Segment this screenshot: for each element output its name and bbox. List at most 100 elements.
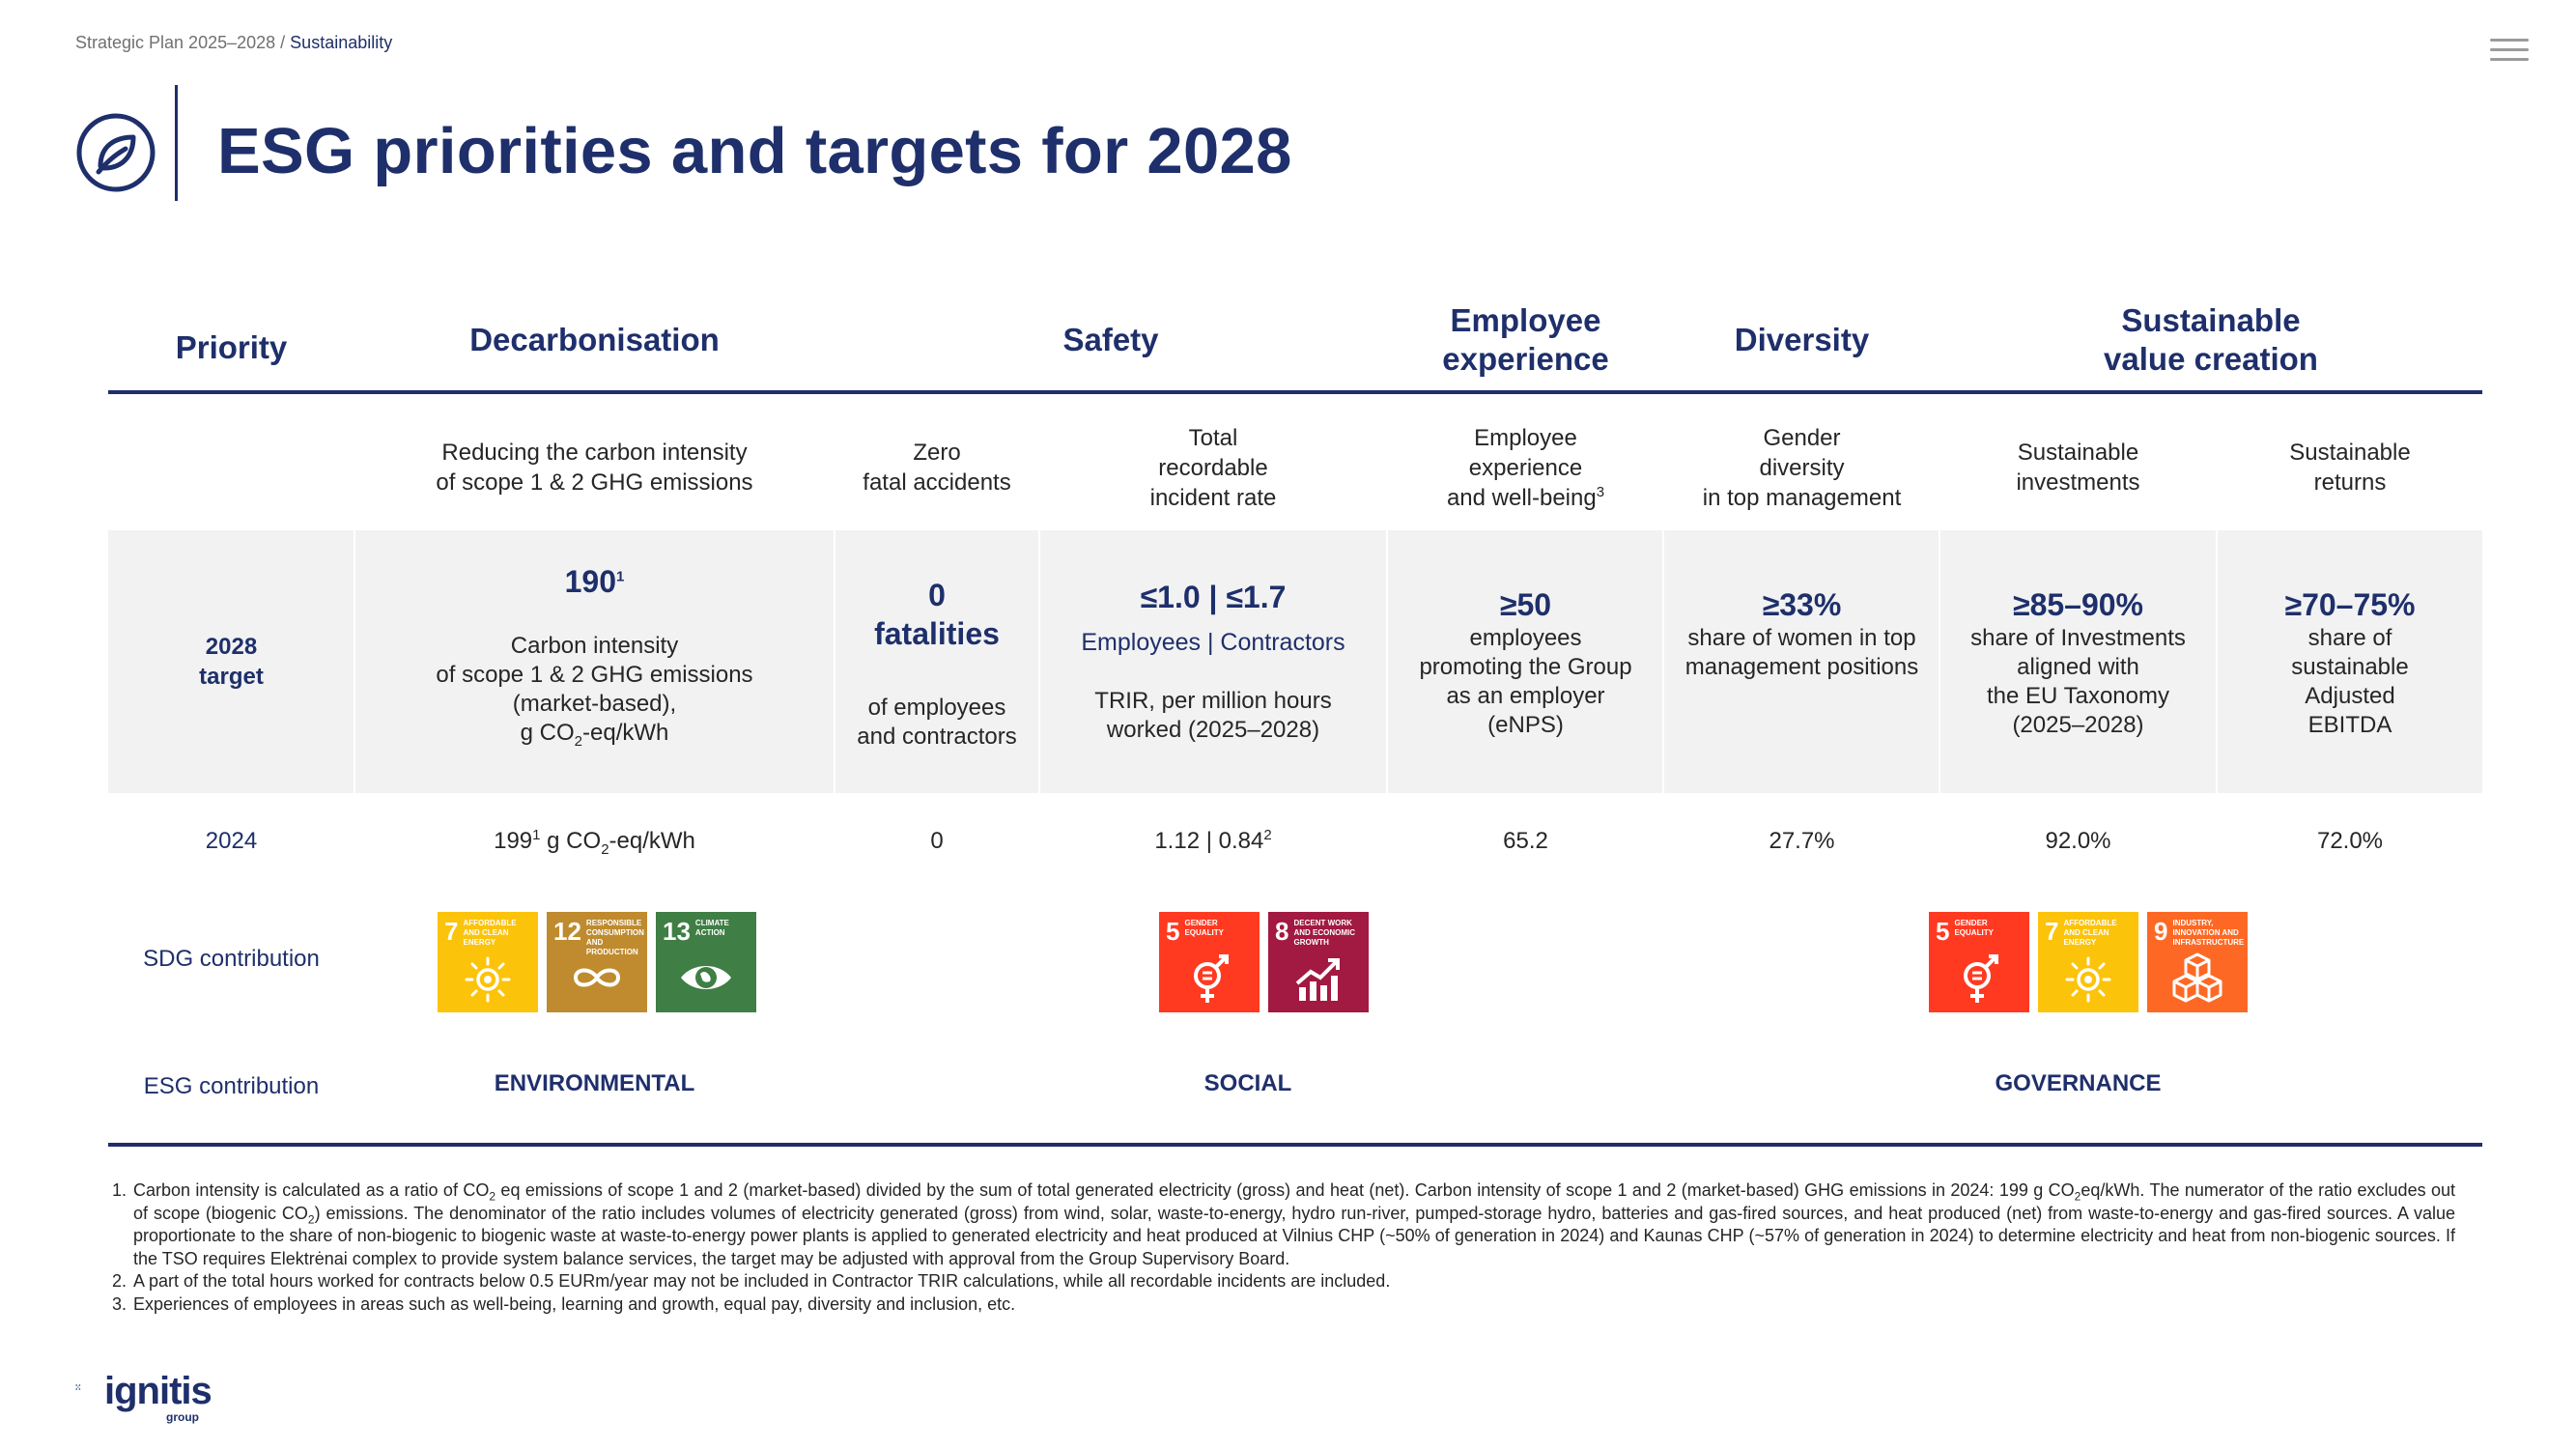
subheader-line: in top management: [1702, 484, 1902, 511]
sdg-number: 7: [444, 917, 459, 946]
esg-governance: GOVERNANCE: [1995, 1070, 2162, 1096]
target-trir: ≤1.0 | ≤1.7 Employees | Contractors TRIR…: [1040, 578, 1386, 745]
header-sustainable-line2: value creation: [2104, 341, 2318, 377]
actual-row-label: 2024: [205, 827, 258, 854]
subheader-zero-fatal: Zero fatal accidents: [835, 415, 1038, 520]
subheader-line: experience: [1468, 454, 1583, 481]
target-row-label-line: target: [199, 664, 264, 690]
target-label-line: g CO2-eq/kWh: [355, 719, 834, 750]
subheader-line: Reducing the carbon intensity: [441, 440, 748, 466]
target-label-line: share of: [2307, 625, 2392, 651]
subheader-gender-diversity: Gender diversity in top management: [1664, 415, 1939, 520]
gender-icon: [1964, 954, 1998, 1003]
actual-enps: 65.2: [1503, 827, 1548, 854]
subheader-employee-wellbeing: Employee experience and well-being3: [1388, 415, 1663, 520]
sun-icon: [465, 956, 511, 1003]
infinity-icon: [573, 968, 621, 987]
target-label-line: EBITDA: [2307, 712, 2392, 738]
target-row-label-line: 2028: [205, 634, 258, 660]
sdg-tile-9: 9 Industry, innovation and infrastructure: [2147, 912, 2248, 1012]
cubes-icon: [2172, 952, 2222, 1003]
gender-icon: [1194, 954, 1229, 1003]
subheader-trir: Total recordable incident rate: [1040, 415, 1386, 520]
subheader-sustainable-returns: Sustainable returns: [2218, 415, 2482, 520]
sdg-label: Gender equality: [1954, 919, 1994, 937]
esg-row-label: ESG contribution: [143, 1073, 320, 1099]
header-diversity: Diversity: [1734, 322, 1870, 357]
sdg-number: 8: [1275, 917, 1289, 946]
target-label-line: worked (2025–2028): [1106, 717, 1320, 743]
footnote-text: ) emissions. The denominator of the rati…: [133, 1203, 2455, 1268]
sdg-label: Affordable and clean energy: [2063, 919, 2117, 947]
subheader-line: investments: [2016, 469, 2140, 496]
footnote-ref-2: 2: [1263, 826, 1272, 843]
bottom-rule: [108, 1143, 2482, 1147]
target-value-line: fatalities: [874, 616, 1000, 651]
target-unit-text: -eq/kWh: [582, 720, 669, 746]
target-women-share: ≥33% share of women in top management po…: [1664, 585, 1939, 682]
breadcrumb-current[interactable]: Sustainability: [290, 33, 393, 52]
target-value: ≥50: [1499, 587, 1552, 622]
target-label-line: (eNPS): [1487, 712, 1564, 738]
footnote-sub: 2: [489, 1189, 496, 1204]
target-label-line: as an employer: [1446, 683, 1605, 709]
footnote-text: Experiences of employees in areas such a…: [133, 1293, 1016, 1314]
subheader-carbon-intensity: Reducing the carbon intensity of scope 1…: [355, 415, 834, 520]
esg-environmental: ENVIRONMENTAL: [494, 1070, 695, 1096]
page-title: ESG priorities and targets for 2028: [217, 115, 1292, 187]
sdg-number: 5: [1936, 917, 1950, 946]
target-label-line: Adjusted: [2305, 683, 2395, 709]
target-label-line: (2025–2028): [2012, 712, 2144, 738]
breadcrumb-path[interactable]: Strategic Plan 2025–2028 /: [75, 33, 291, 52]
target-label-line: sustainable: [2291, 654, 2409, 680]
footnote-number: 1.: [112, 1180, 127, 1200]
target-taxonomy-share: ≥85–90% share of Investments aligned wit…: [1940, 585, 2216, 740]
sdg-label: Industry, innovation and infrastructure: [2172, 919, 2245, 947]
sdg-tile-8: 8 Decent work and economic growth: [1268, 912, 1369, 1012]
target-band-priority: [108, 530, 354, 793]
target-label-line: and contractors: [857, 724, 1017, 750]
sdg-tile-5: 5 Gender equality: [1929, 912, 2029, 1012]
subheader-line: fatal accidents: [863, 469, 1011, 496]
footnote-sub: 2: [307, 1212, 315, 1227]
subheader-line: and well-being3: [1447, 483, 1604, 513]
sdg-number: 7: [2045, 917, 2059, 946]
target-band-c1: [355, 530, 834, 793]
subheader-text: and well-being: [1446, 484, 1597, 511]
actual-value: 1991 g CO2-eq/kWh: [494, 826, 695, 857]
growth-chart-icon: [1295, 958, 1340, 1001]
footnote-3: 3. Experiences of employees in areas such…: [108, 1293, 2455, 1317]
footnote-sub: 2: [2074, 1189, 2081, 1204]
target-band-c6: [1940, 530, 2216, 793]
actual-unit-text: -eq/kWh: [609, 827, 695, 854]
sdg-tile-13: 13 Climate action: [656, 912, 756, 1012]
logo-wordmark: ignitis: [104, 1370, 212, 1412]
target-value: ≤1.0 | ≤1.7: [1140, 580, 1287, 614]
actual-women-share: 27.7%: [1769, 827, 1835, 854]
footnote-text: eq/kWh. The numerator of the ratio exclu…: [133, 1180, 2455, 1223]
leaf-icon: [76, 113, 156, 192]
footnote-text: A part of the total hours worked for con…: [133, 1271, 1391, 1292]
sdg-number: 13: [663, 917, 691, 946]
target-label-line: of employees: [867, 695, 1006, 721]
target-unit-sub: 2: [574, 732, 582, 750]
subheader-line: Employee: [1474, 424, 1577, 451]
target-value: 1901: [355, 562, 834, 601]
subheader-line: Zero: [913, 440, 961, 466]
subheader-sustainable-investments: Sustainable investments: [1940, 415, 2216, 520]
subheader-line: diversity: [1759, 454, 1845, 481]
sdg-label: Climate action: [694, 919, 729, 937]
hamburger-menu-icon[interactable]: [2490, 39, 2529, 64]
subheader-line: Gender: [1763, 424, 1841, 451]
target-band-c5: [1664, 530, 1939, 793]
target-value-number: 190: [564, 564, 617, 599]
target-value: ≥33%: [1762, 587, 1842, 622]
sdg-label: Gender equality: [1184, 919, 1224, 937]
header-sustainable-line1: Sustainable: [2121, 302, 2301, 338]
target-unit-text: g CO: [520, 720, 575, 746]
header-employee-line2: experience: [1442, 341, 1609, 377]
actual-carbon-intensity: 1991 g CO2-eq/kWh: [355, 821, 834, 860]
target-band-c7: [2218, 530, 2482, 793]
target-value-line: 0: [928, 578, 946, 612]
header-priority: Priority: [175, 329, 288, 365]
